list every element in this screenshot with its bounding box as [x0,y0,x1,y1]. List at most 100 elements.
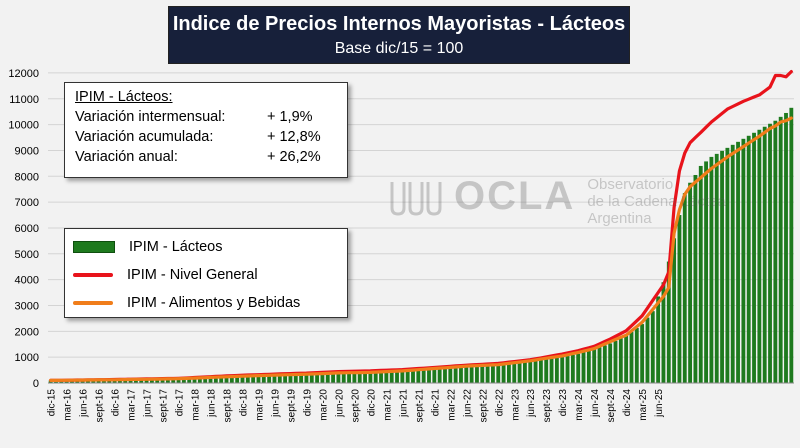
x-tick-label: mar-16 [63,389,74,421]
bar [768,123,772,383]
x-tick-label: dic-24 [622,389,633,417]
x-tick-label: mar-20 [318,389,329,421]
bar [469,365,474,383]
y-tick-label: 1000 [15,352,39,364]
bar [736,141,740,383]
x-tick-label: jun-23 [526,389,537,418]
bar [245,375,250,383]
bar [363,372,367,383]
bar [688,182,693,383]
bar [325,373,330,383]
x-tick-label: dic-18 [238,389,249,417]
bar [698,165,703,383]
x-tick-label: dic-20 [366,389,377,417]
bar [432,368,437,383]
ocla-logo-icon [390,182,442,216]
bar [347,372,351,383]
x-tick-label: jun-19 [270,389,281,418]
y-tick-label: 7000 [15,197,39,209]
legend-swatch-bar [73,241,115,253]
bar [448,367,453,383]
bar [187,378,192,383]
x-tick-label: mar-17 [127,389,138,421]
bar [501,364,506,383]
bar [570,354,575,383]
bar [778,116,783,384]
x-tick-label: sept-23 [542,389,553,423]
bar [320,373,325,383]
bar [389,371,394,383]
bar [608,343,613,383]
bar [592,349,597,383]
chart-title-box: Indice de Precios Internos Mayoristas - … [168,6,630,64]
y-tick-label: 12000 [8,68,39,80]
bar [453,366,458,383]
x-tick-label: dic-23 [558,389,569,417]
stats-label: Variación acumulada: [75,129,214,145]
legend-label: IPIM - Nivel General [127,267,258,283]
bar [789,107,794,383]
bar [677,215,682,383]
bar [219,376,224,383]
bar [624,335,629,383]
bar [773,120,778,383]
bar [416,369,421,383]
x-tick-label: mar-19 [254,389,265,421]
bar [613,340,618,383]
bar [437,368,442,383]
y-tick-label: 8000 [15,171,39,183]
legend-item-lacteos: IPIM - Lácteos [73,233,339,261]
stats-row-acumulada: Variación acumulada: + 12,8% [75,127,337,147]
bar [341,372,346,383]
bar [720,150,724,383]
bar [213,377,218,383]
x-tick-label: mar-23 [510,389,521,421]
x-tick-label: jun-18 [207,389,218,418]
x-tick-label: mar-21 [382,389,393,421]
bar [293,374,298,383]
bar [746,135,751,383]
bar [549,358,554,383]
x-tick-label: sept-20 [350,389,361,423]
bar [507,363,511,383]
bar [267,375,272,383]
bar [709,156,714,383]
x-tick-label: dic-15 [47,389,58,417]
y-tick-label: 11000 [9,94,39,106]
bar [672,238,677,383]
legend: IPIM - Lácteos IPIM - Nivel General IPIM… [64,228,348,318]
bar [714,153,719,383]
bar [725,147,730,383]
bar [581,352,586,383]
bar [171,378,176,383]
x-tick-label: mar-24 [574,389,585,421]
bar [512,363,517,383]
bar [533,360,538,383]
x-tick-label: dic-17 [175,389,186,417]
bar [379,371,383,383]
bar [235,376,240,383]
bar [352,372,357,383]
bar [176,378,181,383]
bar [693,174,698,383]
bar [538,360,543,383]
bar [155,378,160,383]
bar [208,377,213,383]
x-tick-label: mar-22 [446,389,457,421]
ocla-logo-text: OCLA [454,174,576,218]
bar [395,370,399,383]
bar [192,378,197,383]
bar [197,377,202,383]
bar [160,378,165,383]
bar [283,374,288,383]
x-tick-label: dic-21 [430,389,441,417]
bar [645,317,650,383]
chart-subtitle: Base dic/15 = 100 [334,40,464,57]
watermark-line-3: Argentina [587,210,652,227]
bar [149,379,154,383]
bar [464,366,469,383]
stats-value: + 1,9% [267,109,313,125]
x-tick-label: jun-20 [334,389,345,418]
bar [373,371,378,383]
